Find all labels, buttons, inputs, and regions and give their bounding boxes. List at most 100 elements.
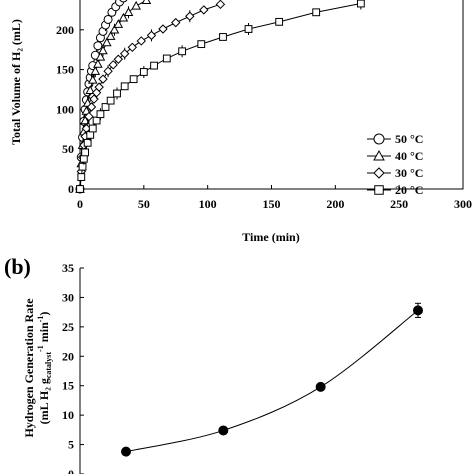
- y-tick-label-a: 200: [56, 23, 74, 37]
- legend-label: 30 °C: [395, 166, 423, 180]
- x-axis-label-a: Time (min): [242, 230, 299, 244]
- legend-label: 50 °C: [395, 132, 423, 146]
- ylabel-b-sup2: -1: [36, 316, 45, 323]
- data-point: [76, 185, 84, 193]
- data-point: [412, 305, 423, 316]
- legend-marker: [373, 167, 385, 179]
- data-point: [123, 7, 134, 16]
- data-point: [98, 74, 108, 84]
- panel-label-b: (b): [4, 254, 31, 279]
- data-point: [81, 148, 90, 157]
- y-axis-label-b: Hydrogen Generation Rate (mL H₂ gcatalys…: [22, 298, 53, 438]
- data-point: [275, 17, 284, 26]
- data-point: [312, 8, 321, 17]
- y-tick-label-b: 20: [62, 349, 74, 363]
- data-point: [113, 19, 124, 28]
- data-point: [86, 130, 95, 139]
- data-point: [85, 85, 96, 94]
- data-point: [197, 40, 206, 49]
- data-point: [109, 24, 120, 34]
- y-tick-label-b: 5: [68, 438, 74, 452]
- chart-panel-b: (b) 0 5 10 15 20 25 30 35 Hydrogen Generation R…: [4, 254, 423, 474]
- series-square: [76, 0, 365, 193]
- y-axis-label-b-line1: Hydrogen Generation Rate: [22, 298, 36, 438]
- legend-a: 50 °C 40 °C 30 °C 20 °C: [367, 132, 423, 197]
- data-point: [101, 37, 112, 47]
- chart-panel-a: 0 50 100 150 200 250 300 0 50 100 150 200 Time (mi…: [9, 0, 472, 244]
- legend-marker: [373, 133, 385, 145]
- legend-label: 40 °C: [395, 149, 423, 163]
- data-point: [96, 110, 105, 119]
- series-group-b: [121, 302, 423, 457]
- y-tick-label-b: 30: [62, 290, 74, 304]
- y-ticks-b: 0 5 10 15 20 25 30 35: [62, 261, 84, 474]
- data-point: [103, 66, 113, 76]
- data-point: [101, 103, 110, 111]
- data-point: [94, 82, 104, 92]
- data-point: [162, 54, 171, 63]
- data-point: [98, 45, 108, 55]
- series-diamond: [75, 0, 226, 194]
- data-point: [129, 75, 138, 84]
- data-point: [79, 154, 88, 163]
- data-point: [185, 11, 195, 21]
- data-point: [87, 74, 98, 84]
- data-point: [95, 51, 106, 61]
- legend-marker: [373, 149, 385, 161]
- data-point: [141, 0, 152, 5]
- data-point: [93, 58, 103, 68]
- data-point: [121, 446, 131, 457]
- ylabel-b-part1: (mL H₂ g: [37, 378, 51, 424]
- legend-label: 20 °C: [395, 183, 423, 197]
- data-point: [146, 30, 157, 41]
- x-tick-label-a: 0: [77, 197, 83, 211]
- data-point: [356, 0, 365, 8]
- legend-marker: [374, 185, 384, 195]
- data-point: [119, 0, 128, 3]
- data-point: [136, 36, 146, 46]
- x-tick-label-a: 50: [138, 197, 150, 211]
- data-point: [90, 66, 101, 75]
- ylabel-b-tail: min: [37, 322, 51, 345]
- y-tick-label-a: 100: [56, 102, 74, 116]
- data-point: [113, 54, 124, 64]
- series-group-a: [75, 0, 365, 194]
- data-point: [113, 89, 121, 98]
- data-point: [77, 173, 86, 181]
- data-point: [105, 31, 116, 40]
- data-point: [139, 68, 148, 76]
- data-point: [88, 124, 97, 133]
- data-point: [131, 0, 142, 10]
- data-point: [127, 42, 138, 53]
- data-point: [93, 41, 103, 51]
- data-point: [80, 115, 90, 125]
- data-point: [81, 105, 92, 115]
- x-tick-label-a: 250: [390, 197, 408, 211]
- ylabel-b-close: ): [37, 312, 51, 316]
- data-point: [92, 116, 101, 125]
- x-tick-label-a: 150: [263, 197, 281, 211]
- y-tick-label-a: 0: [68, 182, 74, 196]
- y-tick-label-b: 35: [62, 261, 74, 275]
- data-point: [119, 48, 130, 59]
- data-point: [120, 82, 129, 91]
- ylabel-b-sub: catalyst: [44, 352, 53, 379]
- ylabel-b-sup: -1: [36, 345, 45, 352]
- data-point: [219, 33, 227, 41]
- x-ticks-a: 0 50 100 150 200 250 300: [77, 185, 472, 211]
- data-point: [218, 425, 229, 436]
- y-tick-label-b: 0: [68, 467, 74, 474]
- data-point: [78, 162, 87, 171]
- series-line-square: [79, 3, 361, 190]
- data-point: [244, 25, 253, 33]
- data-point: [178, 47, 187, 56]
- x-tick-label-a: 200: [326, 197, 344, 211]
- data-point: [199, 5, 209, 15]
- data-point: [103, 14, 113, 24]
- data-point: [150, 61, 158, 70]
- data-point: [84, 111, 94, 122]
- data-point: [171, 17, 181, 28]
- y-tick-label-a: 50: [62, 142, 74, 156]
- y-tick-label-b: 15: [62, 379, 74, 393]
